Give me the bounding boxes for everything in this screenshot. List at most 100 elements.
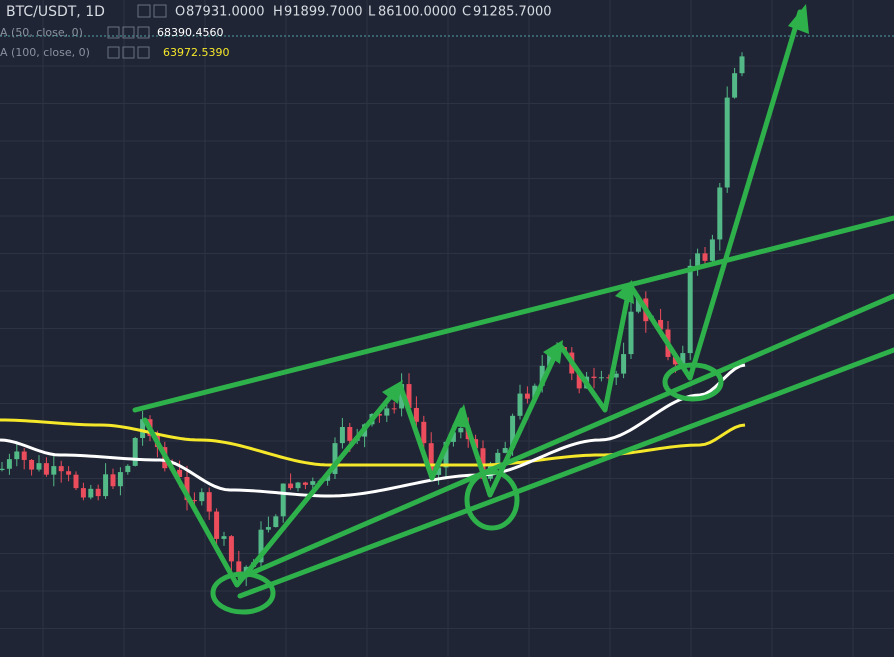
- candle: [495, 452, 501, 464]
- arrowhead: [543, 340, 563, 364]
- candle: [103, 474, 109, 497]
- candle: [428, 443, 434, 475]
- candle: [621, 354, 627, 374]
- candle: [606, 377, 612, 379]
- candle: [332, 443, 338, 474]
- ohlc-label: H: [273, 5, 283, 20]
- icon[interactable]: [137, 26, 150, 39]
- candle: [199, 492, 205, 502]
- candle: [177, 469, 183, 478]
- candle: [406, 384, 412, 408]
- indicator-value: 63972.5390: [163, 46, 229, 59]
- ohlc-label: O: [175, 5, 185, 20]
- candle: [635, 298, 641, 312]
- icon[interactable]: [107, 26, 120, 39]
- candle: [739, 56, 745, 74]
- candle: [502, 448, 508, 453]
- arrowheads: [382, 4, 809, 428]
- candle: [695, 253, 701, 266]
- candle: [236, 561, 242, 577]
- candle: [73, 474, 79, 489]
- candle: [724, 97, 730, 188]
- candle: [702, 253, 708, 261]
- candle: [443, 441, 449, 468]
- ohlc-value: 91899.7000: [284, 5, 363, 20]
- candle: [228, 536, 234, 562]
- candle: [450, 432, 456, 442]
- icon[interactable]: [137, 46, 150, 59]
- indicator-name: A (100, close, 0): [0, 46, 90, 59]
- candle: [302, 482, 308, 485]
- indicator-value: 68390.4560: [157, 26, 223, 39]
- icon[interactable]: [137, 4, 151, 18]
- ohlc-label: C: [462, 5, 471, 20]
- candle: [510, 415, 516, 449]
- candle: [191, 500, 197, 502]
- indicator-name: A (50, close, 0): [0, 26, 83, 39]
- candle: [214, 511, 220, 539]
- candle: [14, 451, 20, 460]
- candle: [43, 463, 49, 475]
- candle: [591, 376, 597, 379]
- candle: [29, 459, 35, 470]
- candle: [295, 482, 301, 489]
- arrowhead: [452, 404, 470, 428]
- candle: [672, 356, 678, 365]
- circle: [464, 469, 520, 531]
- symbol: BTC/USDT, 1D: [6, 4, 105, 20]
- ohlc-value: 87931.0000: [186, 5, 265, 20]
- candle: [265, 527, 271, 530]
- zigzag: [142, 9, 803, 588]
- candle: [658, 319, 664, 330]
- candle: [532, 385, 538, 399]
- arrowhead: [788, 4, 809, 34]
- candle: [125, 465, 131, 473]
- candle: [95, 488, 101, 497]
- icon[interactable]: [153, 4, 167, 18]
- candle: [421, 421, 427, 444]
- candle: [288, 483, 294, 489]
- circle: [662, 362, 724, 402]
- ohlc-value: 86100.0000: [378, 5, 457, 20]
- candle: [339, 427, 345, 444]
- candle: [88, 488, 94, 498]
- candle: [221, 536, 227, 539]
- candle: [110, 474, 116, 487]
- icon[interactable]: [122, 26, 135, 39]
- candle: [206, 492, 212, 512]
- candle: [66, 471, 72, 475]
- legend: BTC/USDT, 1D O 87931.0000 H 91899.7000 L…: [0, 4, 552, 59]
- candle: [258, 529, 264, 563]
- annotations: [132, 9, 894, 615]
- candle: [51, 466, 57, 475]
- candle: [36, 463, 42, 470]
- ohlc-value: 91285.7000: [473, 5, 552, 20]
- candle: [576, 373, 582, 389]
- icon[interactable]: [122, 46, 135, 59]
- channel-top: [132, 215, 894, 413]
- candle: [613, 373, 619, 378]
- candle: [524, 393, 530, 399]
- candle: [628, 311, 634, 355]
- candle: [140, 419, 146, 439]
- candle: [21, 451, 27, 460]
- candle: [58, 466, 64, 472]
- candle: [384, 408, 390, 416]
- candle: [680, 353, 686, 365]
- ma50-line: [0, 363, 746, 498]
- arrowhead: [382, 380, 403, 404]
- candle: [132, 438, 138, 466]
- channel-low: [237, 347, 894, 599]
- candle: [436, 467, 442, 475]
- arrowhead: [615, 280, 634, 304]
- candle: [310, 481, 316, 485]
- candle: [117, 472, 123, 487]
- icon[interactable]: [107, 46, 120, 59]
- candle: [184, 477, 190, 501]
- candle: [709, 239, 715, 261]
- candle: [391, 408, 397, 410]
- candle: [347, 427, 353, 441]
- ohlc-label: L: [368, 5, 376, 20]
- candle: [273, 516, 279, 528]
- candle: [376, 413, 382, 416]
